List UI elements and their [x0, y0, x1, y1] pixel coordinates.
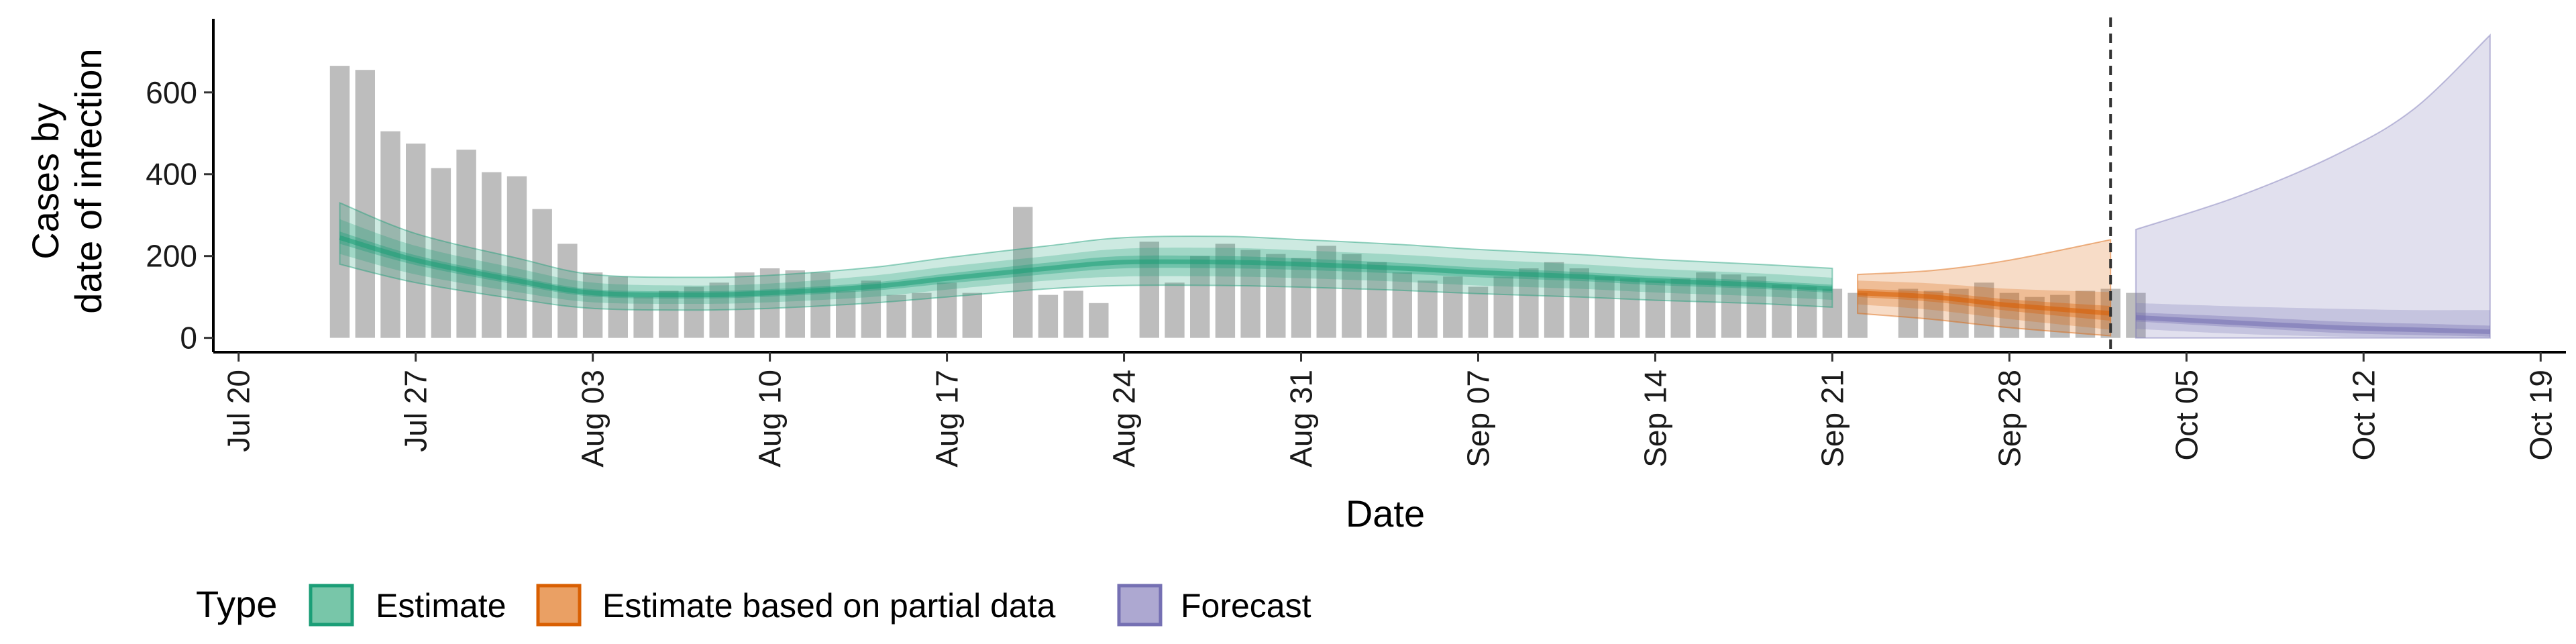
partial-median-line [1857, 290, 2111, 316]
bar [1266, 254, 1286, 338]
forecast-outer-band [2135, 34, 2491, 339]
bar [2126, 292, 2146, 338]
estimate-mid-band [339, 219, 1833, 305]
x-tick-label: Oct 05 [2169, 370, 2204, 461]
bar [1316, 246, 1336, 338]
bar [659, 290, 679, 338]
bar [886, 294, 906, 338]
legend-swatch-partial [536, 584, 582, 627]
bar [608, 276, 628, 338]
x-tick-label: Aug 03 [576, 370, 610, 468]
x-tick-label: Sep 07 [1461, 370, 1496, 468]
x-tick-label: Aug 24 [1107, 370, 1142, 468]
bar [1139, 241, 1159, 338]
estimate-median-line [339, 235, 1833, 298]
bar [936, 282, 957, 338]
bar [456, 150, 476, 338]
bar [759, 268, 780, 338]
bar [1595, 276, 1615, 338]
bar [1215, 244, 1236, 338]
bar [1974, 282, 1994, 338]
bar [1443, 276, 1463, 338]
bar [1089, 303, 1109, 338]
bar [1190, 256, 1210, 338]
bar [1038, 294, 1059, 338]
bar [1417, 280, 1438, 338]
bar [836, 290, 856, 338]
axes-layer: 0 200 400 600 Jul 20 Jul 27 Aug 03 Aug 10 Aug 17… [146, 19, 2566, 468]
partial-mid-band [1858, 280, 2111, 330]
bar [1670, 278, 1690, 338]
bar [912, 292, 932, 338]
bar [506, 176, 527, 338]
bar [1493, 276, 1513, 338]
bar [1847, 292, 1868, 338]
bar [785, 270, 805, 338]
bar [861, 280, 881, 338]
x-tick-label: Aug 31 [1284, 370, 1319, 468]
bar [1392, 272, 1412, 338]
bar [355, 70, 375, 338]
bar [1645, 280, 1666, 338]
bar [1822, 288, 1843, 338]
bar [532, 209, 552, 338]
bar [482, 172, 502, 338]
x-tick-label: Aug 10 [753, 370, 788, 468]
y-axis-title: Cases by date of infection [24, 48, 109, 313]
bar [2025, 297, 2045, 338]
bar [810, 272, 830, 338]
bar [406, 144, 426, 338]
legend-swatch-estimate [309, 584, 354, 627]
x-tick-label: Sep 21 [1815, 370, 1849, 468]
partial-outer-band [1857, 239, 2112, 337]
bar [1165, 282, 1185, 338]
x-tick-label: Oct 19 [2523, 370, 2558, 461]
bar [1999, 292, 2020, 338]
x-tick-label: Oct 12 [2346, 370, 2381, 461]
legend-label-estimate: Estimate [376, 587, 506, 625]
x-tick-label: Sep 14 [1638, 370, 1673, 468]
legend-label-partial: Estimate based on partial data [602, 587, 1056, 625]
bar [329, 66, 350, 338]
bars-layer [329, 66, 2146, 338]
bar [962, 292, 982, 338]
y-tick-label: 200 [146, 239, 197, 274]
bar [1620, 278, 1640, 338]
y-tick-label: 0 [180, 321, 197, 356]
bands-layer [339, 34, 2491, 339]
bar [1772, 284, 1792, 338]
bar [1291, 258, 1311, 338]
legend: Type Estimate Estimate based on partial … [196, 583, 1311, 627]
bar [431, 168, 451, 338]
bar [2075, 290, 2096, 338]
bar [1569, 268, 1589, 338]
x-axis-title: Date [1346, 492, 1425, 535]
forecast-median-line [2135, 315, 2490, 334]
x-tick-label: Sep 28 [1992, 370, 2027, 468]
bar [1063, 290, 1083, 338]
x-tick-label: Jul 27 [398, 370, 433, 452]
y-tick-label: 600 [146, 75, 197, 110]
x-tick-label: Jul 20 [221, 370, 256, 452]
bar [735, 272, 755, 338]
legend-title: Type [196, 583, 277, 625]
bar [1366, 262, 1387, 338]
bar [380, 131, 400, 338]
bar [633, 297, 653, 338]
legend-swatch-forecast [1117, 584, 1163, 627]
bar [1468, 286, 1489, 338]
bar [1797, 286, 1817, 338]
y-axis-title-line-2: date of infection [67, 48, 109, 313]
legend-label-forecast: Forecast [1181, 587, 1311, 625]
y-axis-title-line-1: Cases by [24, 103, 66, 259]
y-tick-label: 400 [146, 157, 197, 192]
bar [709, 282, 729, 338]
bar [582, 272, 603, 338]
bar [1519, 268, 1539, 338]
bar [2050, 294, 2070, 338]
x-tick-label: Aug 17 [930, 370, 965, 468]
